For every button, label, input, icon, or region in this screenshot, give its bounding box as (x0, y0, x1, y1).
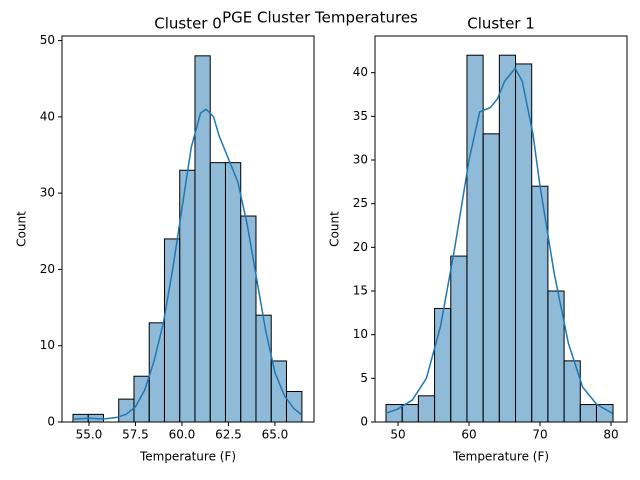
bar (579, 404, 597, 423)
y-tick-label: 30 (40, 186, 55, 200)
y-tick-label: 40 (353, 65, 368, 79)
bar (466, 54, 484, 423)
y-tick-label: 20 (353, 240, 368, 254)
axes: 55.0 57.5 60.0 62.5 65.0 0 10 20 30 40 50 Cluster 0… (15, 15, 315, 464)
y-axis-label: Count (328, 211, 342, 247)
bar (482, 133, 500, 423)
y-axis-label: Count (15, 211, 29, 247)
y-tick-label: 20 (40, 262, 55, 276)
figure-title: PGE Cluster Temperatures (222, 9, 418, 27)
kde-line (74, 108, 302, 420)
axes: 50 60 70 80 0 5 10 15 20 25 30 35 40 Cluster 1 Tempera… (328, 15, 628, 464)
y-tick-label: 10 (40, 338, 55, 352)
bar (209, 162, 226, 423)
y-tick-label: 0 (360, 415, 368, 429)
x-tick-label: 60 (461, 428, 476, 442)
x-tick-label: 70 (532, 428, 547, 442)
bar (434, 307, 452, 423)
x-axis-label: Temperature (F) (452, 450, 549, 464)
bar (148, 322, 165, 423)
y-tick-label: 30 (353, 153, 368, 167)
y-tick-label: 5 (360, 371, 368, 385)
bar (224, 162, 242, 423)
axes-frame (61, 35, 315, 423)
x-tick-label: 62.5 (215, 428, 242, 442)
kde-line (385, 66, 613, 414)
x-axis-label: Temperature (F) (139, 450, 236, 464)
axes-title: Cluster 1 (467, 15, 535, 33)
bar (595, 404, 614, 423)
bar (417, 395, 436, 423)
x-tick-label: 50 (390, 428, 405, 442)
x-tick-label: 80 (603, 428, 618, 442)
bar (498, 54, 517, 423)
bar (285, 390, 303, 423)
bar (240, 215, 257, 423)
y-tick-label: 10 (353, 327, 368, 341)
x-tick-label: 57.5 (122, 428, 149, 442)
axes-frame (374, 35, 628, 423)
y-tick-label: 40 (40, 109, 55, 123)
y-tick-label: 35 (353, 109, 368, 123)
x-tick-label: 55.0 (76, 428, 103, 442)
y-tick-label: 25 (353, 196, 368, 210)
y-tick-label: 0 (47, 415, 55, 429)
bar (255, 314, 272, 423)
x-tick-label: 60.0 (169, 428, 196, 442)
y-tick-label: 50 (40, 33, 55, 47)
x-tick-label: 65.0 (262, 428, 289, 442)
y-tick-label: 15 (353, 284, 368, 298)
bar (270, 360, 287, 423)
bar (401, 404, 419, 423)
bar (163, 238, 181, 423)
axes-title: Cluster 0 (154, 15, 222, 33)
bar (450, 255, 468, 423)
